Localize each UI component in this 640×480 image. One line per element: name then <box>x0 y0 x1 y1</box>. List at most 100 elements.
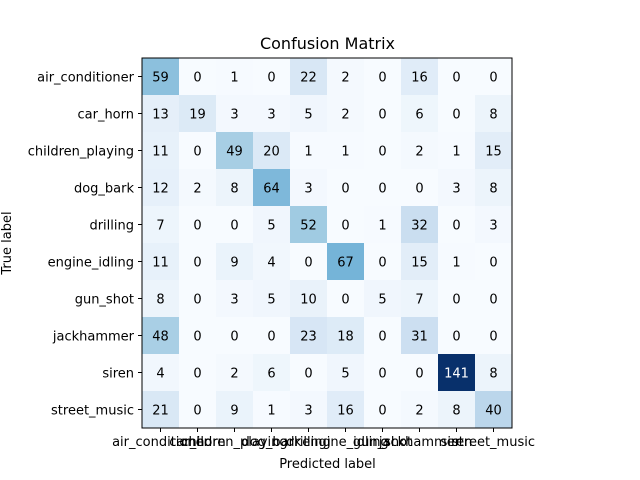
heatmap-cell <box>216 132 254 170</box>
cell-value-label: 8 <box>489 182 497 197</box>
heatmap-cell <box>290 169 328 207</box>
heatmap-cell <box>475 280 513 318</box>
heatmap-cell <box>327 169 365 207</box>
x-tick-label: drilling <box>286 435 331 450</box>
cell-value-label: 0 <box>341 219 349 234</box>
cell-value-label: 19 <box>189 108 206 123</box>
heatmap-cell <box>216 354 254 392</box>
cell-value-label: 7 <box>415 293 423 308</box>
heatmap-cell <box>364 206 402 244</box>
heatmap-cell <box>438 206 476 244</box>
cell-value-label: 3 <box>304 404 312 419</box>
heatmap-cell <box>475 95 513 133</box>
heatmap-cell <box>216 391 254 429</box>
cell-value-label: 0 <box>489 71 497 86</box>
heatmap-cell <box>401 58 439 96</box>
heatmap-cell <box>401 169 439 207</box>
x-tick-label: street_music <box>452 435 535 450</box>
heatmap-cell <box>401 95 439 133</box>
cell-value-label: 7 <box>156 219 164 234</box>
cell-value-label: 1 <box>230 71 238 86</box>
cell-value-label: 3 <box>230 293 238 308</box>
heatmap-cell <box>216 169 254 207</box>
y-axis-ticks: air_conditioner car_horn children_playingd… <box>28 71 142 419</box>
cell-value-label: 0 <box>193 219 201 234</box>
cell-value-label: 6 <box>267 367 275 382</box>
cell-value-label: 2 <box>341 108 349 123</box>
heatmap-cell <box>290 58 328 96</box>
heatmap-cell <box>327 243 365 281</box>
cell-value-label: 8 <box>452 404 460 419</box>
heatmap-cell <box>142 132 180 170</box>
cell-value-label: 3 <box>230 108 238 123</box>
cell-value-label: 0 <box>378 182 386 197</box>
cell-value-label: 5 <box>341 367 349 382</box>
cell-value-label: 5 <box>304 108 312 123</box>
heatmap-cell <box>253 280 291 318</box>
cell-value-label: 12 <box>152 182 169 197</box>
cell-value-label: 4 <box>156 367 164 382</box>
cell-value-label: 0 <box>415 367 423 382</box>
heatmap-cell <box>253 169 291 207</box>
cell-value-label: 59 <box>152 71 169 86</box>
cell-value-label: 0 <box>230 330 238 345</box>
cell-value-label: 18 <box>337 330 354 345</box>
heatmap-cell <box>216 95 254 133</box>
x-tick-label: jackhammer <box>378 435 461 450</box>
heatmap-cell <box>401 354 439 392</box>
cell-value-label: 11 <box>152 256 169 271</box>
heatmap-cell <box>216 317 254 355</box>
heatmap-cell-labels: 59 0 1 0 22 2 0 16 0 013 19 3 3 5 2 0 6 0 811 0 49 20 1 1 0 2 1 151… <box>152 71 502 419</box>
heatmap-cell <box>216 243 254 281</box>
plot-frame <box>141 57 513 429</box>
heatmap-cell <box>179 317 217 355</box>
cell-value-label: 67 <box>337 256 354 271</box>
heatmap-cell <box>142 58 180 96</box>
heatmap-cell <box>179 169 217 207</box>
cell-value-label: 0 <box>193 293 201 308</box>
heatmap-cell <box>475 58 513 96</box>
y-tick-label: engine_idling <box>48 256 134 271</box>
heatmap-cell <box>438 354 476 392</box>
heatmap-cell <box>216 280 254 318</box>
cell-value-label: 15 <box>485 145 502 160</box>
cell-value-label: 0 <box>452 71 460 86</box>
heatmap-cell <box>475 317 513 355</box>
heatmap-cell <box>253 354 291 392</box>
cell-value-label: 0 <box>230 219 238 234</box>
heatmap-cell <box>438 132 476 170</box>
heatmap-cell <box>364 169 402 207</box>
cell-value-label: 8 <box>489 367 497 382</box>
heatmap-cell <box>253 206 291 244</box>
heatmap-cell <box>401 243 439 281</box>
heatmap-cell <box>253 317 291 355</box>
x-tick-label: gun_shot <box>353 435 412 450</box>
cell-value-label: 5 <box>267 293 275 308</box>
cell-value-label: 0 <box>304 256 312 271</box>
heatmap-cell <box>438 280 476 318</box>
heatmap-cell <box>179 206 217 244</box>
heatmap-cell <box>290 280 328 318</box>
heatmap-cell <box>253 58 291 96</box>
cell-value-label: 2 <box>230 367 238 382</box>
cell-value-label: 31 <box>411 330 428 345</box>
cell-value-label: 52 <box>300 219 317 234</box>
cell-value-label: 0 <box>378 330 386 345</box>
heatmap-cell <box>142 317 180 355</box>
heatmap-cell <box>327 206 365 244</box>
cell-value-label: 9 <box>230 404 238 419</box>
heatmap-cell <box>401 280 439 318</box>
cell-value-label: 141 <box>444 367 469 382</box>
cell-value-label: 16 <box>337 404 354 419</box>
cell-value-label: 0 <box>452 219 460 234</box>
heatmap-cell <box>179 391 217 429</box>
heatmap-cell <box>253 132 291 170</box>
heatmap-cell <box>475 206 513 244</box>
heatmap-cell <box>475 243 513 281</box>
heatmap-cell <box>438 243 476 281</box>
heatmap-cell <box>290 243 328 281</box>
heatmap-cell <box>364 354 402 392</box>
cell-value-label: 1 <box>452 256 460 271</box>
heatmap-cell <box>327 317 365 355</box>
